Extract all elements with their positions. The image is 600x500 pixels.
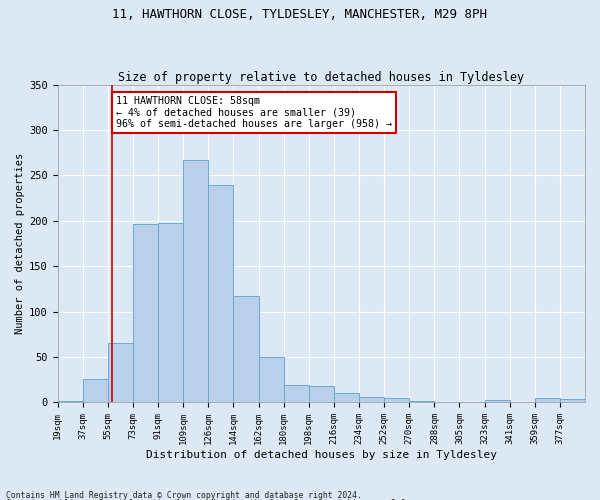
Bar (158, 222, 183, 402)
Bar (309, 386, 334, 402)
Bar (535, 398, 560, 402)
Bar (133, 224, 158, 402)
Bar (409, 400, 434, 402)
Text: 11 HAWTHORN CLOSE: 58sqm
← 4% of detached houses are smaller (39)
96% of semi-de: 11 HAWTHORN CLOSE: 58sqm ← 4% of detache… (116, 96, 392, 129)
Bar (259, 357, 284, 403)
Bar (560, 399, 585, 402)
Bar (183, 160, 208, 402)
Bar (384, 398, 409, 402)
Bar (83, 379, 108, 402)
Text: 11, HAWTHORN CLOSE, TYLDESLEY, MANCHESTER, M29 8PH: 11, HAWTHORN CLOSE, TYLDESLEY, MANCHESTE… (113, 8, 487, 20)
Y-axis label: Number of detached properties: Number of detached properties (15, 153, 25, 334)
Title: Size of property relative to detached houses in Tyldesley: Size of property relative to detached ho… (118, 70, 524, 84)
Bar (108, 344, 133, 402)
Bar (208, 184, 233, 402)
X-axis label: Distribution of detached houses by size in Tyldesley: Distribution of detached houses by size … (146, 450, 497, 460)
Text: Contains public sector information licensed under the Open Government Licence v3: Contains public sector information licen… (6, 499, 410, 500)
Bar (58, 400, 83, 402)
Bar (334, 394, 359, 402)
Text: Contains HM Land Registry data © Crown copyright and database right 2024.: Contains HM Land Registry data © Crown c… (6, 490, 362, 500)
Bar (233, 296, 259, 403)
Bar (359, 397, 384, 402)
Bar (485, 400, 509, 402)
Bar (284, 385, 309, 402)
